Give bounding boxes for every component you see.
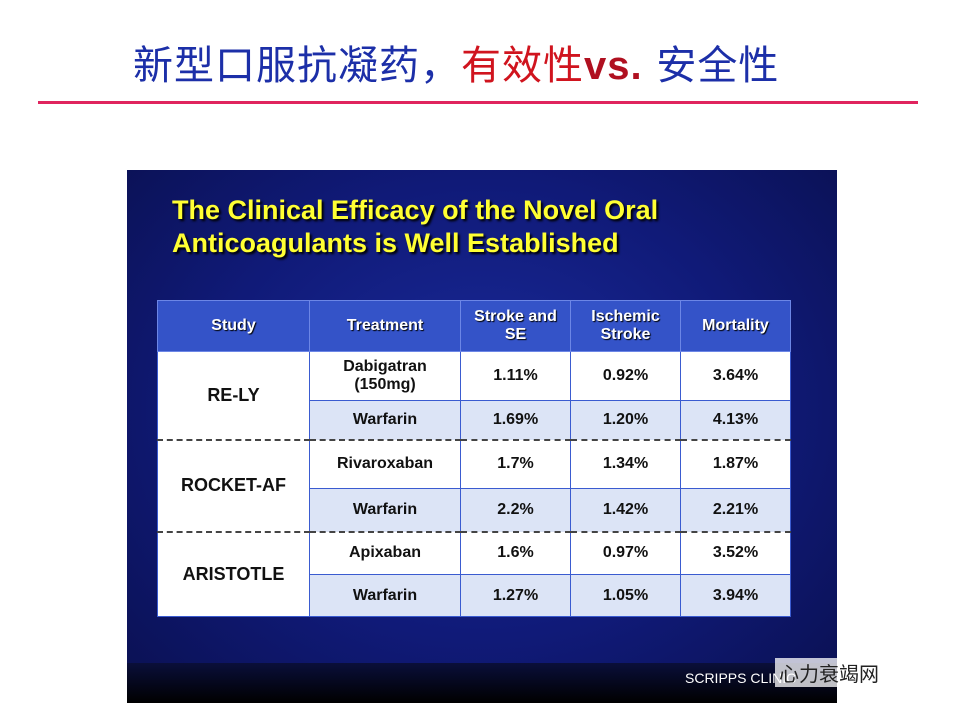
data-table: Study Treatment Stroke and SE Ischemic Stro… (157, 300, 791, 617)
title-part: 新型口服抗凝药， (133, 43, 461, 89)
value-cell: 3.52% (680, 530, 791, 575)
value-cell: 1.42% (570, 488, 681, 532)
column-header: Stroke and SE (460, 300, 571, 352)
column-header: Ischemic Stroke (570, 300, 681, 352)
footer-text: SCRIPPS CLINIC (685, 670, 797, 686)
value-cell: 1.11% (460, 351, 571, 401)
page-title: 新型口服抗凝药，有效性vs. 安全性 (133, 38, 779, 94)
data-row: Warfarin 2.2% 1.42% 2.21% (158, 488, 791, 532)
study-cell: RE-LY (157, 351, 310, 440)
treatment-cell: Warfarin (309, 574, 461, 617)
column-header: Mortality (680, 300, 791, 352)
study-cell: ARISTOTLE (157, 530, 310, 617)
value-cell: 0.92% (570, 351, 681, 401)
treatment-cell: Dabigatran (150mg) (309, 351, 461, 401)
value-cell: 3.94% (680, 574, 791, 617)
title-rule (38, 101, 918, 104)
value-cell: 1.69% (460, 400, 571, 440)
treatment-cell: Apixaban (309, 530, 461, 575)
value-cell: 1.7% (460, 438, 571, 489)
value-cell: 2.21% (680, 488, 791, 532)
slide-title-line: The Clinical Efficacy of the Novel Oral (172, 195, 659, 225)
value-cell: 1.05% (570, 574, 681, 617)
data-row: ARISTOTLE Apixaban 1.6% 0.97% 3.52% (157, 530, 791, 617)
slide-title-line: Anticoagulants is Well Established (172, 228, 619, 258)
data-row: Warfarin 1.27% 1.05% 3.94% (158, 574, 791, 617)
study-cell: ROCKET-AF (157, 438, 310, 532)
data-row: ROCKET-AF Rivaroxaban 1.7% 1.34% 1.87% (157, 438, 791, 532)
data-row: Warfarin 1.69% 1.20% 4.13% (158, 400, 791, 440)
value-cell: 1.34% (570, 438, 681, 489)
title-part: 有效性 (461, 43, 584, 89)
watermark: 心力衰竭网 (775, 658, 883, 687)
title-part: vs. (584, 44, 643, 88)
column-header: Treatment (309, 300, 461, 352)
footer-bar (127, 663, 837, 703)
value-cell: 1.6% (460, 530, 571, 575)
value-cell: 3.64% (680, 351, 791, 401)
treatment-cell: Rivaroxaban (309, 438, 461, 489)
value-cell: 1.27% (460, 574, 571, 617)
value-cell: 2.2% (460, 488, 571, 532)
treatment-cell: Warfarin (309, 400, 461, 440)
value-cell: 1.20% (570, 400, 681, 440)
data-row: RE-LY Dabigatran (150mg) 1.11% 0.92% 3.64% (157, 351, 791, 440)
slide: The Clinical Efficacy of the Novel Oral A… (127, 170, 837, 703)
treatment-cell: Warfarin (309, 488, 461, 532)
value-cell: 1.87% (680, 438, 791, 489)
column-header: Study (157, 300, 310, 352)
header-row: Study Treatment Stroke and SE Ischemic Stro… (157, 300, 791, 352)
slide-title: The Clinical Efficacy of the Novel Oral A… (172, 194, 658, 260)
value-cell: 4.13% (680, 400, 791, 440)
title-part: 安全性 (642, 43, 780, 89)
value-cell: 0.97% (570, 530, 681, 575)
